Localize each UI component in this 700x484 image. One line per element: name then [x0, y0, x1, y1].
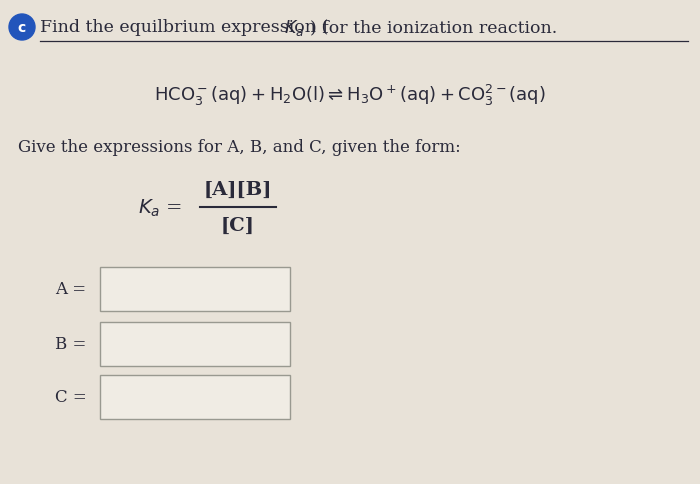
FancyBboxPatch shape — [100, 375, 290, 419]
Text: Find the equilbrium expression (: Find the equilbrium expression ( — [40, 19, 328, 36]
FancyBboxPatch shape — [100, 322, 290, 366]
Text: $\mathrm{HCO_3^-(aq) + H_2O(l)}$$\rightleftharpoons$$\mathrm{H_3O^+(aq) + CO_3^{: $\mathrm{HCO_3^-(aq) + H_2O(l)}$$\rightl… — [154, 82, 546, 107]
Circle shape — [9, 15, 35, 41]
Text: A =: A = — [55, 281, 86, 298]
Text: $K_a$: $K_a$ — [284, 18, 304, 38]
Text: $K_a$: $K_a$ — [138, 197, 160, 218]
Text: C =: C = — [55, 389, 87, 406]
Text: ) for the ionization reaction.: ) for the ionization reaction. — [310, 19, 557, 36]
Text: Give the expressions for A, B, and C, given the form:: Give the expressions for A, B, and C, gi… — [18, 139, 461, 156]
Text: B =: B = — [55, 336, 86, 353]
Text: c: c — [18, 21, 26, 35]
Text: [A][B]: [A][B] — [204, 181, 272, 198]
FancyBboxPatch shape — [100, 268, 290, 311]
Text: [C]: [C] — [221, 216, 255, 235]
Text: =: = — [166, 198, 183, 216]
